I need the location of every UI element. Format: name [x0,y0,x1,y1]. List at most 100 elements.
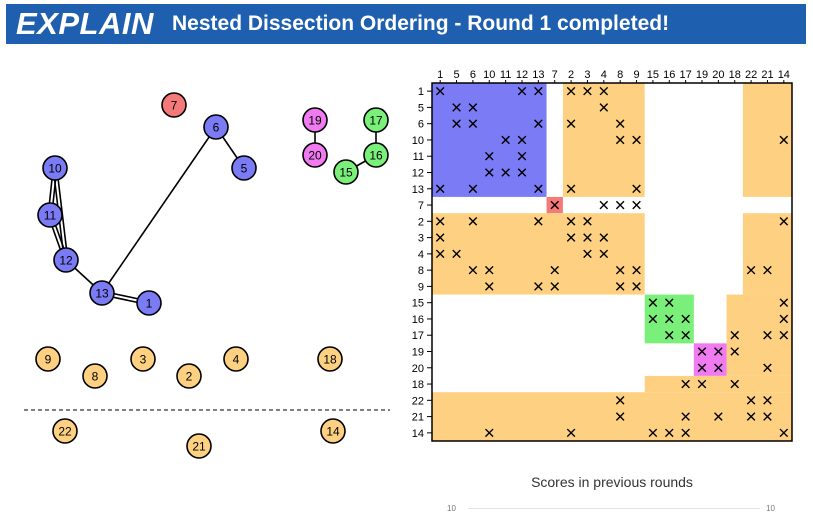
matrix-entry-2-1 [452,119,461,128]
matrix-column-label: 22 [745,69,757,81]
matrix-entry-15-21 [779,330,789,340]
matrix-entry-2-2 [468,119,478,128]
matrix-column-label: 4 [601,69,607,81]
graph-node-label: 16 [369,149,383,163]
score-axis-line [468,508,760,509]
matrix-entry-12-3 [484,282,494,291]
graph-node-label: 13 [95,287,109,301]
matrix-row-label: 14 [412,428,424,440]
graph-node-12[interactable]: 12 [53,247,79,273]
matrix-entry-3-4 [501,135,510,145]
matrix-row-label: 17 [412,330,424,342]
graph-node-7[interactable]: 7 [161,92,187,118]
matrix-row-label: 11 [413,151,424,163]
graph-node-label: 8 [92,370,99,384]
graph-node-17[interactable]: 17 [363,107,389,133]
matrix-entry-15-15 [681,330,690,340]
matrix-entry-18-15 [681,379,690,389]
matrix-entry-14-13 [648,314,658,324]
matrix-entry-2-11 [615,119,625,128]
graph-node-15[interactable]: 15 [333,159,359,185]
score-axis-right: 10 [766,504,775,513]
matrix-entry-16-18 [730,347,740,356]
matrix-column-label: 21 [761,69,773,81]
graph-node-6[interactable]: 6 [203,114,229,140]
graph-node-1[interactable]: 1 [136,290,162,316]
matrix-entry-5-3 [484,168,494,177]
graph-node-21[interactable]: 21 [186,433,212,459]
matrix-column-label: 10 [483,69,495,81]
matrix-entry-8-21 [779,217,789,226]
graph-node-19[interactable]: 19 [302,107,328,133]
matrix-entry-13-13 [648,298,658,307]
matrix-row-label: 13 [412,184,424,196]
matrix-entry-9-9 [583,233,592,242]
matrix-entry-12-7 [550,282,560,291]
matrix-row-label: 5 [418,102,424,114]
graph-node-label: 17 [369,114,383,128]
matrix-block-orange [432,392,792,441]
matrix-canvas[interactable]: 1 5 6 10 11 12 13 7 2 3 4 8 9 15 16 17 19 20 18 22 21 14 1561… [405,58,805,448]
matrix-column-label: 15 [647,69,659,81]
matrix-entry-19-11 [615,396,625,405]
graph-node-18[interactable]: 18 [317,346,343,372]
graph-node-10[interactable]: 10 [42,155,68,181]
matrix-entry-6-12 [632,184,641,194]
graph-node-22[interactable]: 22 [52,418,78,444]
matrix-column-label: 20 [712,69,724,81]
matrix-entry-10-0 [435,249,445,259]
matrix-entry-0-9 [583,86,592,96]
graph-node-label: 4 [233,353,240,367]
matrix-entry-11-2 [468,265,478,275]
matrix-entry-18-16 [697,379,707,389]
matrix-entry-12-11 [615,282,625,291]
graph-canvas[interactable]: 7 6 5 10 11 12 13 1 19 20 17 16 15 9 8 3 2 4 18 22 21 14 [0,48,400,468]
matrix-entry-21-8 [566,428,576,438]
matrix-entry-10-10 [599,249,609,259]
graph-node-8[interactable]: 8 [82,363,108,389]
graph-node-label: 19 [308,114,322,128]
matrix-entry-17-20 [763,363,772,373]
graph-node-label: 5 [241,162,248,176]
matrix-entries [435,86,789,438]
matrix-row-label: 6 [418,119,424,131]
matrix-entry-20-15 [681,412,690,421]
graph-node-14[interactable]: 14 [320,418,346,444]
matrix-row-label: 4 [418,249,424,261]
matrix-entry-12-12 [632,282,641,291]
graph-node-13[interactable]: 13 [89,280,115,306]
graph-node-5[interactable]: 5 [231,155,257,181]
graph-node-16[interactable]: 16 [363,142,389,168]
matrix-entry-11-11 [615,265,625,275]
matrix-entry-8-6 [534,217,543,226]
matrix-entry-8-8 [566,217,576,226]
graph-node-label: 15 [339,166,353,180]
graph-node-20[interactable]: 20 [302,142,328,168]
graph-node-2[interactable]: 2 [176,363,202,389]
matrix-entry-7-11 [615,200,625,210]
matrix-entry-8-0 [435,217,445,226]
graph-edge-6-13 [101,126,217,294]
matrix-entry-2-6 [534,119,543,128]
matrix-column-label: 2 [568,69,574,81]
graph-node-9[interactable]: 9 [35,346,61,372]
matrix-entry-21-15 [681,428,690,438]
graph-node-3[interactable]: 3 [130,346,156,372]
matrix-column-label: 17 [680,69,692,81]
matrix-entry-21-13 [648,428,658,438]
matrix-row-label: 19 [412,347,424,359]
matrix-entry-7-10 [599,200,609,210]
matrix-column-label: 14 [778,69,790,81]
matrix-entry-12-6 [534,282,543,291]
matrix-entry-16-16 [697,347,707,356]
graph-node-11[interactable]: 11 [37,202,63,228]
matrix-block-orange [742,213,792,295]
matrix-column-label: 18 [729,69,741,81]
matrix-entry-18-18 [730,379,740,389]
matrix-entry-11-19 [746,265,756,275]
matrix-row-label: 2 [418,216,424,228]
matrix-column-label: 5 [453,69,459,81]
matrix-entry-8-2 [468,217,478,226]
matrix-row-label: 20 [412,363,424,375]
graph-node-4[interactable]: 4 [223,346,249,372]
